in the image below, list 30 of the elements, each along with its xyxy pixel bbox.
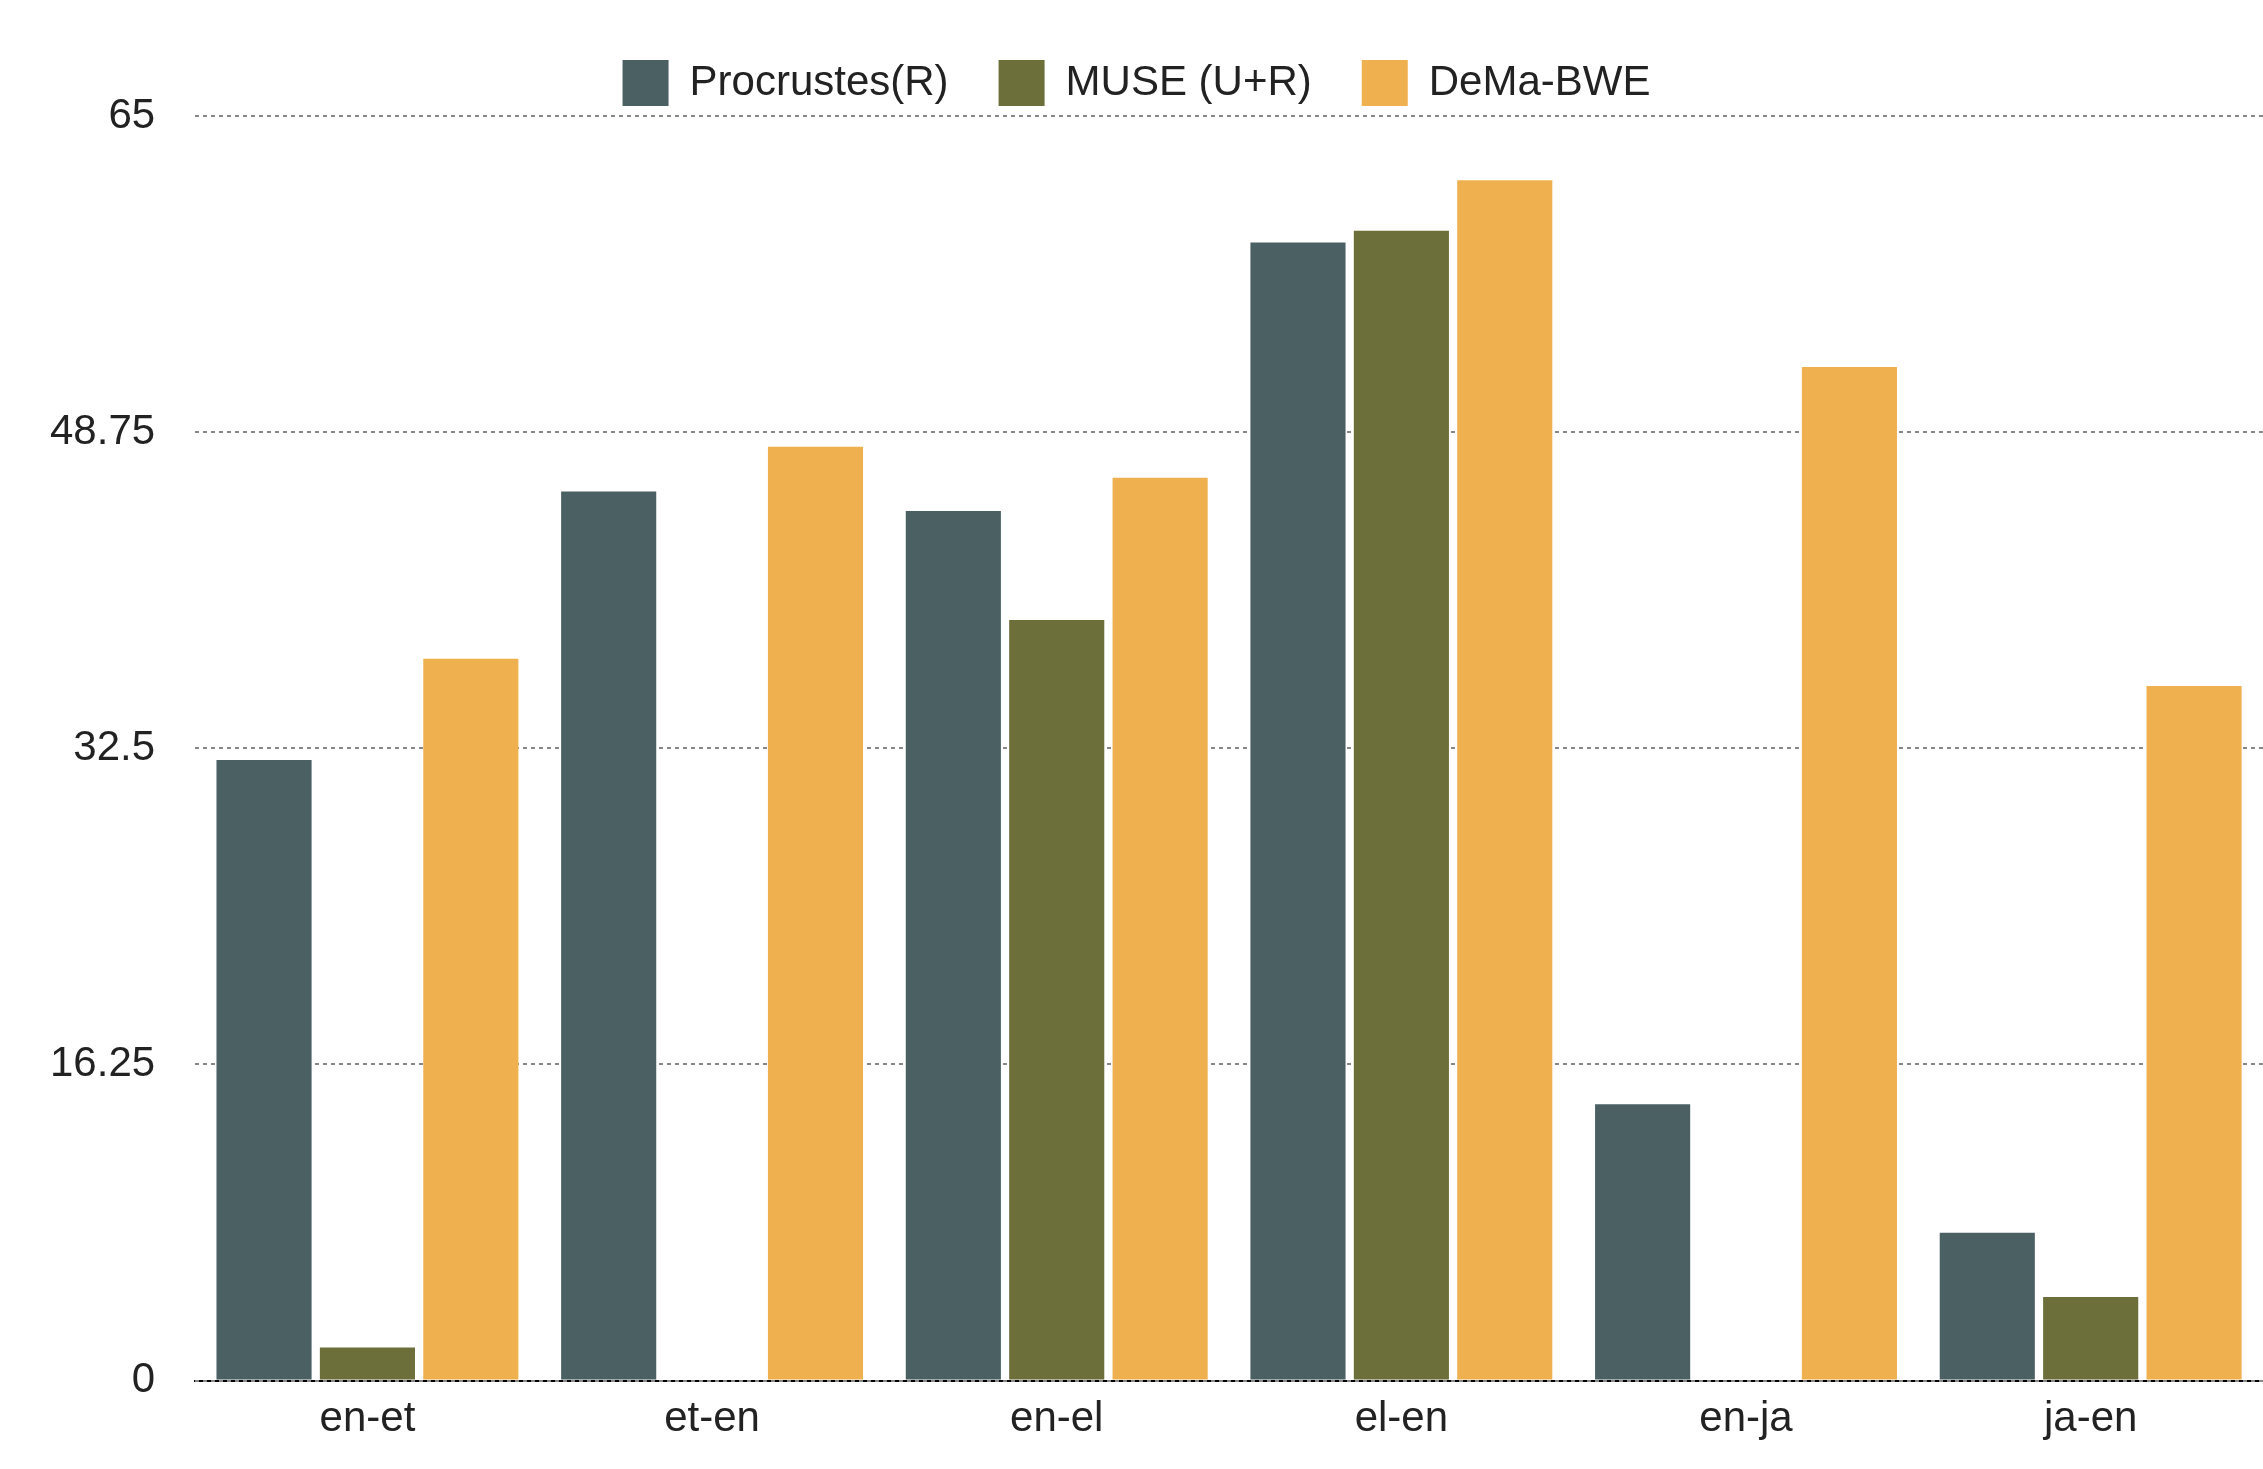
bar [905,510,1001,1380]
bar [2146,686,2242,1380]
bar [1112,477,1208,1380]
bar [423,658,519,1380]
y-tick-label: 65 [108,89,156,137]
bar [2043,1296,2139,1380]
y-tick-label: 32.5 [73,721,156,769]
bar [1939,1232,2035,1380]
bar [1457,180,1553,1380]
y-tick-label: 16.25 [49,1038,156,1086]
bar [1009,619,1105,1380]
y-tick-label: 48.75 [49,405,156,453]
bar [216,759,312,1380]
y-tick-label: 0 [131,1354,156,1402]
x-tick-label: en-ja [1699,1393,1794,1441]
legend-label: Procrustes(R) [689,56,949,104]
bar [1250,242,1346,1380]
bar [319,1347,415,1380]
x-tick-label: et-en [664,1393,760,1441]
bar [1595,1104,1691,1380]
bar [561,491,657,1380]
bar [767,446,864,1380]
x-tick-label: en-el [1010,1393,1104,1441]
legend-label: DeMa-BWE [1428,56,1651,104]
bar [1353,230,1449,1380]
x-tick-label: el-en [1354,1393,1449,1441]
bar [1801,366,1897,1380]
x-tick-label: ja-en [2041,1393,2138,1441]
legend-label: MUSE (U+R) [1065,56,1312,104]
x-tick-label: en-et [319,1393,416,1441]
